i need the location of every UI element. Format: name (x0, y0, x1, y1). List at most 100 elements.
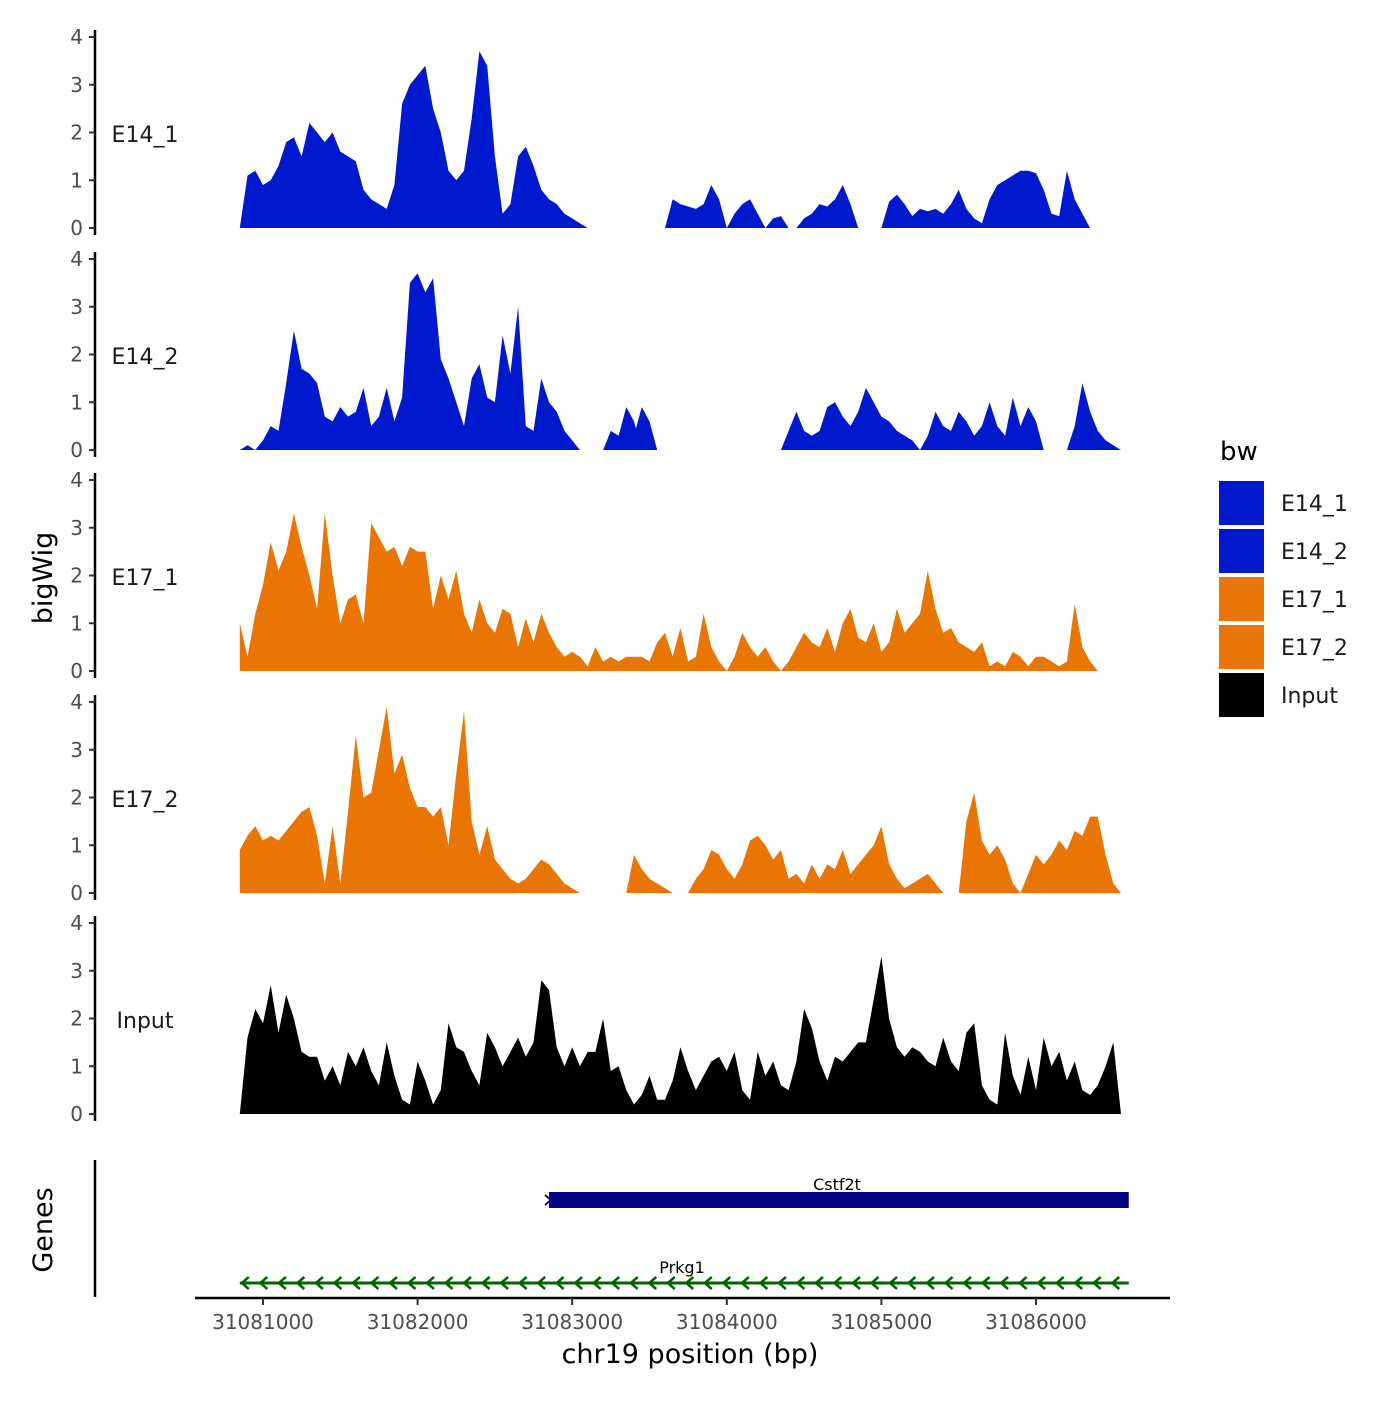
x-tick-label-31086000: 31086000 (985, 1310, 1087, 1334)
legend-swatch-E17_2 (1219, 625, 1264, 669)
x-axis-title: chr19 position (bp) (562, 1339, 819, 1370)
gene-strand-arrow-Prkg1-2 (276, 1276, 287, 1290)
gene-strand-arrow-Prkg1-25 (702, 1276, 713, 1290)
x-tick-label-31084000: 31084000 (676, 1310, 778, 1334)
area-E14_1-segment-1 (665, 170, 1121, 228)
area-E17_2-segment-1 (626, 854, 673, 893)
y-tick-label-E14_1-2: 2 (70, 121, 83, 145)
gene-strand-arrow-Prkg1-19 (591, 1276, 602, 1290)
area-E17_2-segment-3 (958, 792, 1121, 893)
gene-strand-arrow-Prkg1-7 (369, 1276, 380, 1290)
track-label-E14_1: E14_1 (112, 123, 179, 148)
y-tick-label-Input-0: 0 (70, 1102, 83, 1126)
y-tick-label-E14_1-1: 1 (70, 168, 83, 192)
gene-strand-arrow-Prkg1-31 (814, 1276, 824, 1290)
x-axis: 31081000 31082000 31083000 31084000 31085000… (195, 1296, 1170, 1334)
y-tick-label-Input-1: 1 (70, 1054, 83, 1078)
y-tick-label-E14_2-0: 0 (70, 438, 83, 462)
y-tick-label-Input-2: 2 (70, 1007, 83, 1031)
gene-strand-arrow-Prkg1-38 (943, 1276, 954, 1290)
gene-strand-arrow-Prkg1-30 (795, 1276, 806, 1290)
gene-strand-arrow-Prkg1-15 (517, 1276, 528, 1290)
gene-strand-arrow-Prkg1-0 (239, 1276, 250, 1290)
genes-panel-title: Genes (28, 1187, 59, 1272)
track-label-E17_2: E17_2 (112, 788, 179, 813)
legend-label-E14_1: E14_1 (1281, 492, 1348, 517)
legend-label-E17_1: E17_1 (1281, 588, 1348, 613)
track-E14_2: 0 1 2 3 4 E14_2 (70, 247, 1121, 462)
legend-swatch-Input (1219, 673, 1264, 717)
gene-strand-arrow-Prkg1-42 (1017, 1276, 1028, 1290)
gene-strand-arrow-Prkg1-8 (388, 1276, 398, 1290)
gene-strand-arrow-Prkg1-17 (554, 1276, 565, 1290)
gene-strand-arrow-Prkg1-16 (536, 1276, 546, 1290)
y-axis-title: bigWig (28, 532, 59, 625)
gene-strand-arrow-Prkg1-41 (999, 1276, 1009, 1290)
genes-group: Cstf2t Prkg1 (93, 1160, 1129, 1297)
gene-strand-arrow-Prkg1-24 (684, 1276, 695, 1290)
track-label-E14_2: E14_2 (112, 345, 179, 370)
track-label-E17_1: E17_1 (112, 566, 179, 591)
gene-strand-arrow-Prkg1-1 (258, 1276, 269, 1290)
area-E17_1-segment-0 (239, 513, 1122, 671)
y-tick-label-Input-3: 3 (70, 959, 83, 983)
gene-strand-arrow-Prkg1-35 (888, 1276, 898, 1290)
gene-label-Cstf2t: Cstf2t (813, 1175, 861, 1194)
area-E17_2-segment-2 (688, 826, 951, 893)
y-tick-label-E14_2-3: 3 (70, 295, 83, 319)
gene-body-Cstf2t (549, 1192, 1129, 1208)
area-E14_2-segment-1 (618, 407, 658, 450)
y-tick-label-E17_2-2: 2 (70, 786, 83, 810)
gene-strand-arrow-Prkg1-12 (462, 1276, 472, 1290)
track-E17_1: 0 1 2 3 4 E17_1 (70, 468, 1122, 683)
gene-strand-arrow-Prkg1-13 (480, 1276, 491, 1290)
gene-strand-arrow-Prkg1-33 (851, 1276, 861, 1290)
legend-swatch-E17_1 (1219, 577, 1264, 621)
y-tick-label-E14_1-3: 3 (70, 73, 83, 97)
gene-strand-arrow-Prkg1-3 (295, 1276, 306, 1290)
gene-strand-arrow-Prkg1-26 (721, 1276, 732, 1290)
gene-strand-arrow-Prkg1-9 (406, 1276, 417, 1290)
y-tick-label-E14_2-4: 4 (70, 247, 83, 271)
y-tick-label-E17_2-3: 3 (70, 738, 83, 762)
gene-strand-arrow-Prkg1-11 (443, 1276, 454, 1290)
gene-strand-arrow-Prkg1-37 (925, 1276, 935, 1290)
y-tick-label-E17_1-2: 2 (70, 564, 83, 588)
gene-strand-arrow-Prkg1-21 (628, 1276, 639, 1290)
x-tick-label-31082000: 31082000 (367, 1310, 469, 1334)
tracks-group: 0 1 2 3 4 E14_1 0 1 2 3 4 E14_2 0 1 2 3 4 E17_1 0 1 2 3 4 E17_2… (70, 25, 1122, 1126)
gene-strand-arrow-Prkg1-44 (1054, 1276, 1065, 1290)
gene-strand-arrow-Prkg1-28 (758, 1276, 769, 1290)
gene-Prkg1: Prkg1 (239, 1258, 1129, 1290)
gene-strand-arrow-Prkg1-23 (665, 1276, 676, 1290)
legend-title: bw (1220, 437, 1258, 467)
gene-strand-arrow-Prkg1-34 (869, 1276, 880, 1290)
gene-strand-arrow-Prkg1-46 (1091, 1276, 1102, 1290)
gene-strand-arrow-Prkg1-43 (1036, 1276, 1046, 1290)
gene-strand-arrow-Prkg1-22 (647, 1276, 658, 1290)
y-tick-label-E14_1-4: 4 (70, 25, 83, 49)
y-tick-label-E17_1-3: 3 (70, 516, 83, 540)
x-tick-label-31085000: 31085000 (831, 1310, 933, 1334)
area-E14_2-segment-2 (780, 387, 1060, 450)
area-E14_1-segment-0 (239, 51, 611, 228)
track-E17_2: 0 1 2 3 4 E17_2 (70, 690, 1121, 905)
y-tick-label-E14_2-2: 2 (70, 343, 83, 367)
area-Input-segment-0 (239, 956, 1122, 1114)
gene-strand-arrow-Prkg1-14 (499, 1276, 509, 1290)
y-tick-label-E17_2-1: 1 (70, 833, 83, 857)
legend: E14_1 E14_2 E17_1 E17_2 Input (1219, 481, 1348, 717)
y-tick-label-Input-4: 4 (70, 911, 83, 935)
track-E14_1: 0 1 2 3 4 E14_1 (70, 25, 1121, 240)
gene-start-marker-Cstf2t (544, 1194, 553, 1206)
gene-label-Prkg1: Prkg1 (659, 1258, 705, 1277)
gene-strand-arrow-Prkg1-5 (332, 1276, 343, 1290)
gene-strand-arrow-Prkg1-29 (776, 1276, 787, 1290)
area-E14_2-segment-3 (1066, 383, 1121, 450)
y-tick-label-E14_2-1: 1 (70, 390, 83, 414)
gene-strand-arrow-Prkg1-27 (739, 1276, 750, 1290)
area-E14_2-segment-0 (239, 273, 658, 450)
gene-strand-arrow-Prkg1-18 (573, 1276, 583, 1290)
gene-Cstf2t: Cstf2t (544, 1175, 1129, 1208)
